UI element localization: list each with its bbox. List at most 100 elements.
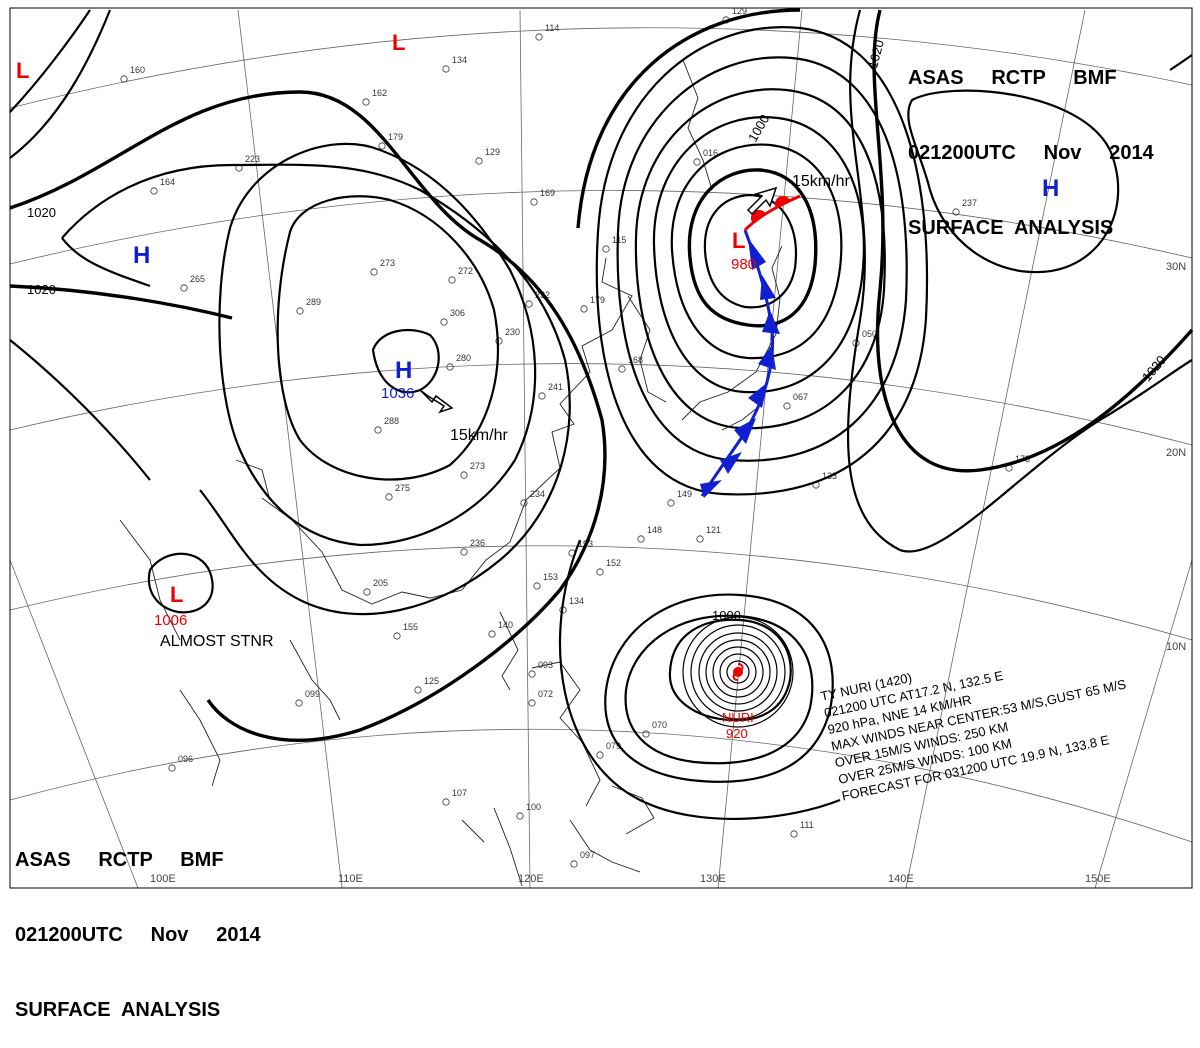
station-marker [488, 630, 496, 638]
lat-label-10n: 10N [1166, 641, 1186, 653]
low-japan-motion: 15km/hr [792, 173, 850, 190]
station-marker [440, 318, 448, 326]
station-pressure: 067 [793, 392, 808, 402]
station-marker [295, 699, 303, 707]
high-mongolia-motion: 15km/hr [450, 427, 508, 444]
low-topcenter-symbol: L [392, 30, 405, 55]
station-marker [460, 471, 468, 479]
station-marker [363, 588, 371, 596]
station-pressure: 093 [538, 660, 553, 670]
header-title: SURFACE ANALYSIS [908, 217, 1114, 239]
station-pressure: 230 [505, 327, 520, 337]
station-pressure: 149 [677, 489, 692, 499]
station-pressure: 272 [458, 266, 473, 276]
station-marker [393, 632, 401, 640]
station-marker [442, 65, 450, 73]
station-marker [528, 699, 536, 707]
station-marker [414, 686, 422, 694]
station-pressure: 111 [800, 820, 814, 830]
station-marker [296, 307, 304, 315]
station-marker [168, 764, 176, 772]
isobar-label: 1020 [865, 38, 887, 70]
station-marker [448, 276, 456, 284]
lat-lon-grid [9, 7, 1193, 889]
station-pressure: 280 [456, 353, 471, 363]
station-pressure: 152 [606, 558, 621, 568]
station-marker [374, 426, 382, 434]
station-marker [530, 198, 538, 206]
station-marker [538, 392, 546, 400]
lon-label-140e: 140E [888, 873, 914, 885]
station-marker [150, 187, 158, 195]
low-topleft-symbol: L [16, 58, 29, 83]
station-marker [570, 860, 578, 868]
motion-arrows [419, 186, 778, 414]
low-burma-motion: ALMOST STNR [160, 633, 274, 650]
station-pressure: 306 [450, 308, 465, 318]
station-pressure: 115 [612, 235, 626, 245]
station-marker [642, 730, 650, 738]
station-pressure: 168 [628, 355, 643, 365]
station-pressure: 162 [372, 88, 387, 98]
lon-label-100e: 100E [150, 873, 176, 885]
station-pressure: 241 [548, 382, 563, 392]
header-title: SURFACE ANALYSIS [15, 999, 221, 1021]
low-japan-symbol: L [732, 228, 745, 253]
station-pressure: 114 [545, 23, 559, 33]
station-pressure: 236 [470, 538, 485, 548]
station-marker [370, 268, 378, 276]
station-plots: 1601641621341291692732722893062322301791… [120, 6, 1030, 868]
station-pressure: 205 [373, 578, 388, 588]
high-east-symbol: H [1042, 175, 1059, 202]
station-pressure: 107 [452, 788, 467, 798]
header-datetime: 021200UTC Nov 2014 [908, 142, 1154, 164]
station-marker [618, 365, 626, 373]
cold-front [700, 229, 780, 498]
header-top: ASAS RCTP BMF 021200UTC Nov 2014 SURFACE… [908, 16, 1154, 266]
station-marker [696, 535, 704, 543]
isobar-label: 1020 [27, 205, 56, 220]
station-pressure: 016 [703, 148, 718, 158]
station-pressure: 275 [395, 483, 410, 493]
station-marker [535, 33, 543, 41]
warm-front [743, 194, 801, 232]
lat-label-20n: 20N [1166, 447, 1186, 459]
station-marker [378, 142, 386, 150]
station-pressure: 079 [606, 741, 621, 751]
station-pressure: 164 [160, 177, 175, 187]
station-pressure: 100 [526, 802, 541, 812]
low-japan-pressure: 980 [731, 256, 756, 273]
station-pressure: 129 [485, 147, 500, 157]
lon-label-120e: 120E [518, 873, 544, 885]
station-marker [442, 798, 450, 806]
station-marker [693, 158, 701, 166]
header-datetime: 021200UTC Nov 2014 [15, 924, 261, 946]
station-pressure: 273 [470, 461, 485, 471]
lon-label-130e: 130E [700, 873, 726, 885]
station-pressure: 289 [306, 297, 321, 307]
station-pressure: 273 [380, 258, 395, 268]
station-pressure: 140 [498, 620, 513, 630]
station-marker [596, 568, 604, 576]
station-marker [475, 157, 483, 165]
station-pressure: 134 [452, 55, 467, 65]
station-pressure: 234 [530, 489, 545, 499]
station-marker [460, 548, 468, 556]
station-pressure: 096 [178, 754, 193, 764]
station-marker [180, 284, 188, 292]
header-station: ASAS RCTP BMF [15, 849, 224, 871]
high-mongolia-pressure: 1036 [381, 385, 414, 402]
header-bottom: ASAS RCTP BMF 021200UTC Nov 2014 SURFACE… [15, 798, 261, 1048]
station-pressure: 099 [305, 689, 320, 699]
high-mongolia-symbol: H [395, 357, 412, 384]
station-pressure: 155 [403, 622, 418, 632]
station-pressure: 050 [862, 329, 877, 339]
station-pressure: 125 [424, 676, 439, 686]
station-marker [596, 751, 604, 759]
lon-label-150e: 150E [1085, 873, 1111, 885]
typhoon-name: NURI [722, 710, 754, 725]
typhoon-pressure: 920 [726, 726, 748, 741]
low-burma-pressure: 1006 [154, 612, 187, 629]
station-pressure: 097 [580, 850, 595, 860]
header-station: ASAS RCTP BMF [908, 67, 1117, 89]
